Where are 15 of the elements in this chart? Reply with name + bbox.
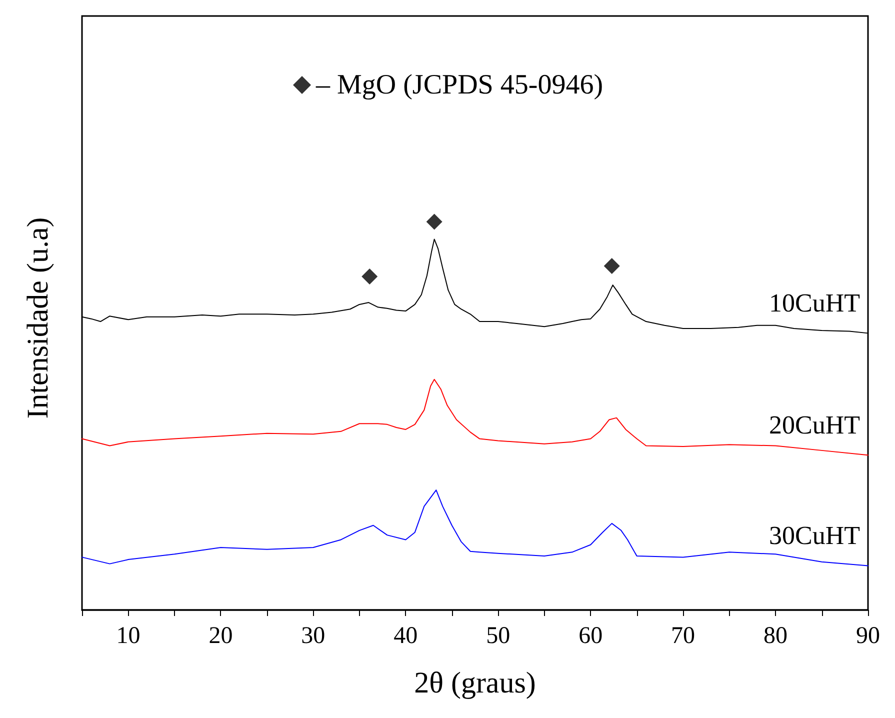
legend-label: – MgO (JCPDS 45-0946) — [314, 70, 604, 100]
x-tick-label: 50 — [486, 623, 510, 649]
x-tick-label: 20 — [208, 623, 233, 649]
x-axis-title: 2θ (graus) — [414, 666, 536, 700]
series-label: 30CuHT — [769, 521, 860, 550]
y-axis-title: Intensidade (u.a) — [22, 217, 54, 419]
x-tick-label: 70 — [671, 623, 696, 649]
x-tick-label: 60 — [578, 623, 603, 649]
x-tick-label: 10 — [116, 623, 140, 649]
series-label: 20CuHT — [769, 410, 860, 440]
x-tick-label: 90 — [856, 623, 880, 649]
x-tick-label: 80 — [764, 623, 788, 649]
series-label: 10CuHT — [769, 288, 860, 318]
x-tick-label: 40 — [394, 623, 418, 649]
x-tick-label: 30 — [301, 623, 326, 649]
